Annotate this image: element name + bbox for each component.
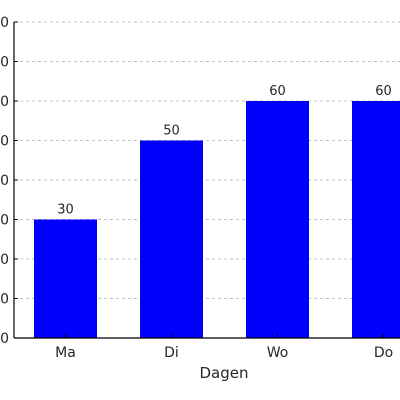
- y-tick-label: 0: [0, 331, 9, 347]
- x-tick-label: Di: [164, 345, 179, 361]
- y-tick-label: 30: [0, 213, 9, 229]
- bar: [352, 101, 400, 338]
- x-tick-label: Wo: [267, 345, 289, 361]
- bar: [140, 140, 203, 338]
- gridlines: [14, 21, 400, 299]
- x-axis-ticks: Ma Di Wo Do: [55, 334, 393, 361]
- y-tick-label: 20: [0, 252, 9, 268]
- data-labels: 30 50 60 60: [57, 84, 392, 218]
- y-tick-label: 80: [0, 15, 9, 31]
- y-tick-label: 10: [0, 292, 9, 308]
- data-label: 30: [57, 203, 74, 218]
- data-label: 60: [375, 84, 392, 99]
- data-label: 60: [269, 84, 286, 99]
- y-tick-label: 60: [0, 94, 9, 110]
- bar: [246, 101, 309, 338]
- x-axis-title: Dagen: [200, 364, 249, 382]
- y-tick-label: 50: [0, 134, 9, 150]
- x-tick-label: Ma: [55, 345, 76, 361]
- x-tick-label: Do: [374, 345, 393, 361]
- y-tick-label: 70: [0, 55, 9, 71]
- bar: [34, 219, 97, 338]
- y-axis-ticks: 0 10 20 30 40 50 60 70 80: [0, 15, 18, 347]
- data-label: 50: [163, 124, 180, 139]
- y-tick-label: 40: [0, 173, 9, 189]
- bars: [34, 101, 400, 338]
